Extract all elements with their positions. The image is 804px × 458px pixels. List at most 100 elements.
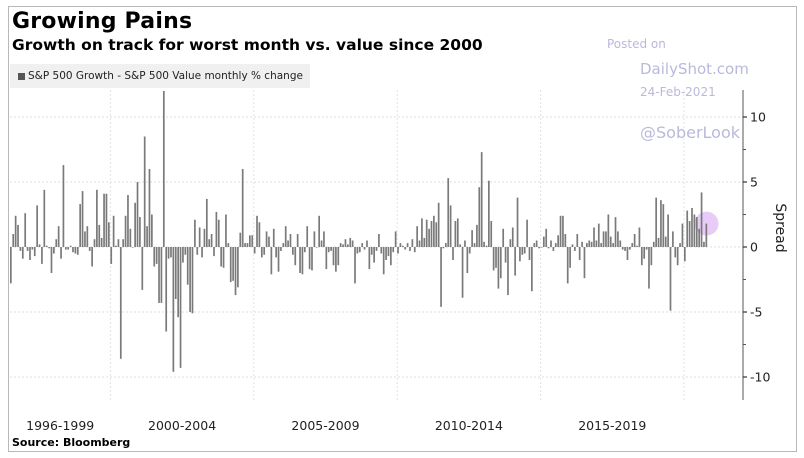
bar [683,247,686,262]
bar [277,247,280,272]
bar [167,247,170,259]
x-tick-label: 2010-2014 [435,418,503,433]
bar [624,247,626,251]
bar [392,247,395,253]
bar [201,247,203,258]
bar [115,245,117,247]
bar [315,247,318,248]
bars [10,91,708,372]
bar [308,247,311,270]
bar [229,247,232,283]
bar [210,234,213,247]
bar [554,243,557,247]
bar [43,189,46,247]
bar [380,247,383,254]
bar [468,247,471,254]
bar [153,247,156,267]
bar [650,247,653,266]
bar [688,221,691,247]
bar [430,221,433,247]
bar [495,247,497,268]
bar [38,244,41,247]
bar [478,187,481,247]
bar [196,247,199,255]
bar [151,214,153,247]
bar [705,223,708,247]
bar [10,247,12,284]
bar [686,210,689,247]
bar [607,214,610,247]
bar [394,231,397,247]
bar [234,247,237,296]
y-axis: 10 5 0 -5 -10 [742,90,770,400]
bar [57,226,60,247]
bar [550,240,552,247]
bar [14,215,17,247]
bar [24,213,27,247]
watermark-handle: @SoberLook [640,123,740,142]
bar [72,247,74,253]
bar [131,247,134,248]
bar [602,231,605,247]
bar [459,244,462,247]
x-tick-label: 2015-2019 [578,418,646,433]
bar [98,224,101,247]
bar [143,136,146,247]
bar [373,247,375,263]
bar [217,219,220,247]
bar [485,245,488,247]
bar [516,197,519,247]
bar [526,219,528,247]
bar [633,234,636,247]
bar [158,247,160,303]
bar [533,243,536,247]
legend-label: S&P 500 Growth - S&P 500 Value monthly %… [28,70,303,82]
bar [327,247,330,253]
bar [571,244,574,247]
bar [134,202,136,247]
bar [425,219,428,247]
watermark-date: 24-Feb-2021 [640,85,716,99]
bar [411,239,414,247]
bar [86,226,89,247]
bar [179,247,182,368]
bar [593,227,595,247]
bar [275,247,277,258]
bar [165,247,168,332]
bar [559,215,562,247]
bar [323,231,325,247]
bar [141,247,144,290]
bar [294,247,297,266]
bar [664,236,667,247]
bar [270,247,273,275]
bar [239,232,242,247]
bar [476,224,478,247]
bar [292,247,294,255]
bar [119,247,122,359]
bar [96,189,98,247]
bar [404,247,407,250]
bar [244,243,246,247]
bar [282,243,285,247]
bar [490,221,493,247]
bar [170,247,172,258]
chart-subtitle: Growth on track for worst month vs. valu… [12,36,483,54]
bar [110,247,113,264]
bar [177,247,179,318]
bar [595,240,598,247]
bar [160,247,163,303]
bar [48,247,50,249]
bar [55,239,58,247]
bar [303,247,306,253]
bar [657,237,660,247]
x-axis-labels: 1996-1999 2000-2004 2005-2009 2010-2014 2015… [26,418,646,433]
bar [679,243,681,247]
bar [614,217,617,247]
bar [538,247,540,249]
bar [69,245,72,247]
y-tick-label: -10 [750,370,770,385]
bar [483,241,485,247]
bar [335,247,337,272]
bar [464,240,466,247]
